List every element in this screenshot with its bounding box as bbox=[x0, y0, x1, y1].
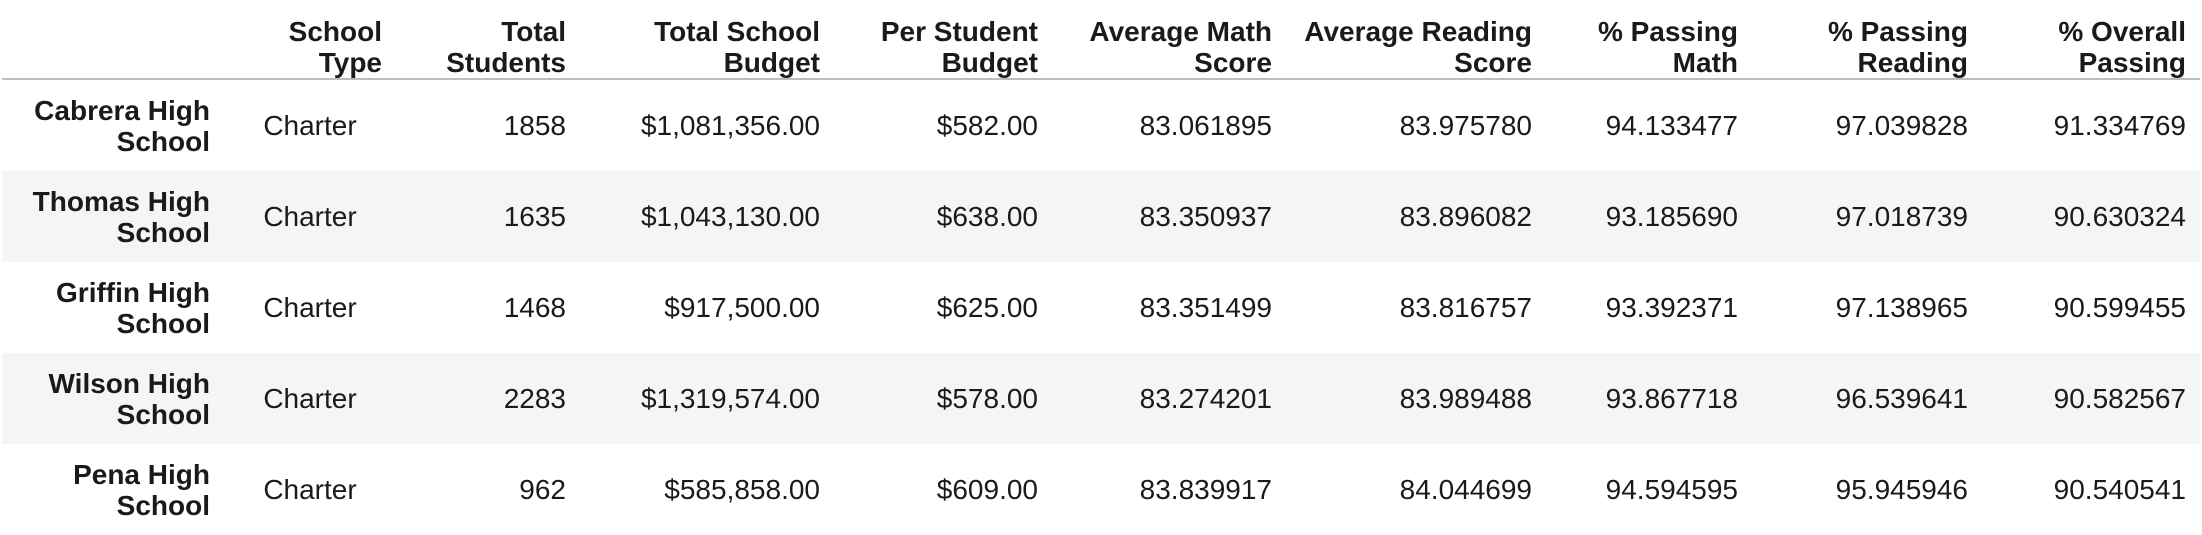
header-passing-reading: % Passing Reading bbox=[1752, 0, 1982, 80]
cell-school-type: Charter bbox=[263, 474, 357, 505]
cell-average-reading-score: 83.975780 bbox=[1399, 110, 1532, 141]
table-row: Wilson High School Charter 2283 $1,319,5… bbox=[2, 353, 2200, 444]
cell-passing-reading: 97.039828 bbox=[1835, 110, 1968, 141]
cell-average-math-score: 83.274201 bbox=[1139, 383, 1272, 414]
cell-passing-math: 93.867718 bbox=[1605, 383, 1738, 414]
header-average-reading-score: Average Reading Score bbox=[1286, 0, 1546, 80]
table-row: Griffin High School Charter 1468 $917,50… bbox=[2, 262, 2200, 353]
table-row: Thomas High School Charter 1635 $1,043,1… bbox=[2, 171, 2200, 262]
cell-passing-math: 93.392371 bbox=[1605, 292, 1738, 323]
cell-total-budget: $1,319,574.00 bbox=[640, 383, 820, 414]
cell-passing-math: 94.133477 bbox=[1605, 110, 1738, 141]
header-row: School Type Total Students Total School … bbox=[2, 0, 2200, 80]
table-row: Cabrera High School Charter 1858 $1,081,… bbox=[2, 79, 2200, 171]
cell-per-student-budget: $582.00 bbox=[936, 110, 1038, 141]
header-passing-math: % Passing Math bbox=[1546, 0, 1752, 80]
cell-per-student-budget: $609.00 bbox=[936, 474, 1038, 505]
cell-total-budget: $917,500.00 bbox=[664, 292, 820, 323]
table-row: Pena High School Charter 962 $585,858.00… bbox=[2, 444, 2200, 535]
cell-school-type: Charter bbox=[263, 201, 357, 232]
cell-average-math-score: 83.350937 bbox=[1139, 201, 1272, 232]
cell-overall-passing: 90.630324 bbox=[2053, 201, 2186, 232]
cell-overall-passing: 90.582567 bbox=[2053, 383, 2186, 414]
cell-average-reading-score: 84.044699 bbox=[1399, 474, 1532, 505]
cell-total-students: 1635 bbox=[503, 201, 566, 232]
cell-overall-passing: 90.599455 bbox=[2053, 292, 2186, 323]
row-school-name: Griffin High School bbox=[56, 276, 210, 339]
cell-average-reading-score: 83.896082 bbox=[1399, 201, 1532, 232]
cell-overall-passing: 91.334769 bbox=[2053, 110, 2186, 141]
cell-total-students: 962 bbox=[519, 474, 566, 505]
header-per-student-budget: Per Student Budget bbox=[834, 0, 1052, 80]
cell-average-math-score: 83.061895 bbox=[1139, 110, 1272, 141]
cell-per-student-budget: $638.00 bbox=[936, 201, 1038, 232]
cell-passing-reading: 97.018739 bbox=[1835, 201, 1968, 232]
cell-school-type: Charter bbox=[263, 110, 357, 141]
row-school-name: Thomas High School bbox=[32, 185, 210, 248]
cell-average-reading-score: 83.816757 bbox=[1399, 292, 1532, 323]
cell-passing-math: 93.185690 bbox=[1605, 201, 1738, 232]
cell-passing-reading: 96.539641 bbox=[1835, 383, 1968, 414]
cell-total-budget: $1,043,130.00 bbox=[640, 201, 820, 232]
cell-average-math-score: 83.839917 bbox=[1139, 474, 1272, 505]
cell-total-budget: $585,858.00 bbox=[664, 474, 820, 505]
cell-total-budget: $1,081,356.00 bbox=[640, 110, 820, 141]
cell-overall-passing: 90.540541 bbox=[2053, 474, 2186, 505]
row-school-name: Pena High School bbox=[73, 458, 210, 521]
header-total-budget: Total School Budget bbox=[580, 0, 834, 80]
header-index bbox=[2, 0, 224, 80]
table-header: School Type Total Students Total School … bbox=[2, 0, 2200, 80]
header-total-students: Total Students bbox=[396, 0, 580, 80]
header-school-type: School Type bbox=[224, 0, 396, 80]
cell-per-student-budget: $578.00 bbox=[936, 383, 1038, 414]
cell-total-students: 1468 bbox=[503, 292, 566, 323]
table-body: Cabrera High School Charter 1858 $1,081,… bbox=[2, 79, 2200, 535]
header-overall-passing: % Overall Passing bbox=[1982, 0, 2200, 80]
row-school-name: Cabrera High School bbox=[34, 94, 210, 157]
cell-school-type: Charter bbox=[263, 383, 357, 414]
cell-passing-reading: 95.945946 bbox=[1835, 474, 1968, 505]
row-school-name: Wilson High School bbox=[48, 367, 210, 430]
cell-per-student-budget: $625.00 bbox=[936, 292, 1038, 323]
cell-average-math-score: 83.351499 bbox=[1139, 292, 1272, 323]
cell-school-type: Charter bbox=[263, 292, 357, 323]
header-average-math-score: Average Math Score bbox=[1052, 0, 1286, 80]
cell-passing-reading: 97.138965 bbox=[1835, 292, 1968, 323]
cell-total-students: 1858 bbox=[503, 110, 566, 141]
cell-passing-math: 94.594595 bbox=[1605, 474, 1738, 505]
cell-total-students: 2283 bbox=[503, 383, 566, 414]
cell-average-reading-score: 83.989488 bbox=[1399, 383, 1532, 414]
